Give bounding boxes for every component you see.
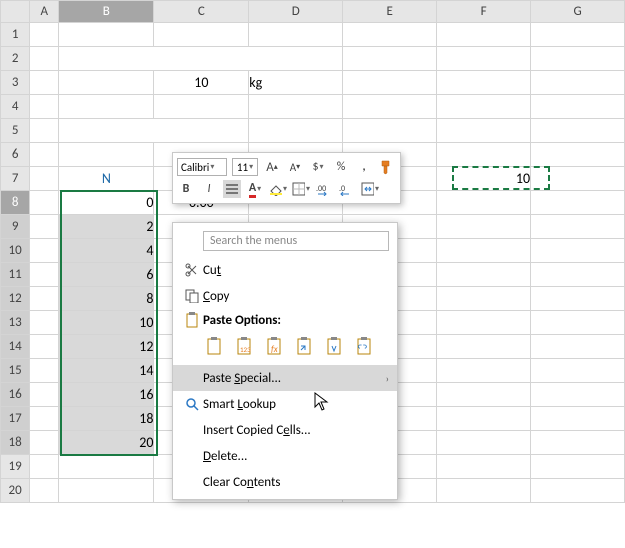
cell-B12[interactable]: 8 xyxy=(59,287,154,311)
font-color-button[interactable]: A▾ xyxy=(246,180,264,198)
cell-B18[interactable]: 20 xyxy=(59,431,154,455)
font-size-selector[interactable]: 11▾ xyxy=(232,158,258,176)
submenu-arrow-icon: › xyxy=(386,372,389,385)
col-header-E[interactable]: E xyxy=(343,1,437,23)
fill-color-button[interactable]: ▾ xyxy=(269,180,287,198)
context-menu: Search the menus Cut Copy Paste Options:… xyxy=(172,222,398,500)
row-header-15[interactable]: 15 xyxy=(1,359,30,383)
row-header-18[interactable]: 18 xyxy=(1,431,30,455)
fill-icon xyxy=(269,182,282,196)
cell-B15[interactable]: 14 xyxy=(59,359,154,383)
col-header-C[interactable]: C xyxy=(154,1,249,23)
cell-B16[interactable]: 16 xyxy=(59,383,154,407)
paste-link-button[interactable] xyxy=(353,333,377,359)
copy-icon xyxy=(181,289,203,303)
borders-icon xyxy=(292,182,305,196)
svg-text:123: 123 xyxy=(240,345,251,354)
inputs-title[interactable]: Inputs xyxy=(59,47,343,71)
delete-menu-item[interactable]: Delete... xyxy=(173,443,397,469)
paste-values-button[interactable]: 123 xyxy=(233,333,257,359)
brush-icon xyxy=(379,159,395,175)
merge-icon xyxy=(361,182,374,196)
row-header-6[interactable]: 6 xyxy=(1,143,30,167)
row-header-3[interactable]: 3 xyxy=(1,71,30,95)
cell-B8[interactable]: 0 xyxy=(59,191,154,215)
decrease-font-button[interactable]: A▾ xyxy=(286,158,304,176)
format-painter-button[interactable] xyxy=(378,158,396,176)
inc-decimal-icon: .00 xyxy=(316,182,332,196)
increase-font-button[interactable]: A▴ xyxy=(263,158,281,176)
menu-search-input[interactable]: Search the menus xyxy=(203,231,389,251)
copy-menu-item[interactable]: Copy xyxy=(173,283,397,309)
cell-B10[interactable]: 4 xyxy=(59,239,154,263)
select-all-corner[interactable] xyxy=(1,1,30,23)
col-header-B[interactable]: B xyxy=(59,1,154,23)
col-header-F[interactable]: F xyxy=(437,1,531,23)
row-header-1[interactable]: 1 xyxy=(1,23,30,47)
percent-format-button[interactable]: % xyxy=(332,158,350,176)
cell-B14[interactable]: 12 xyxy=(59,335,154,359)
bold-button[interactable]: B xyxy=(177,180,195,198)
paste-special-menu-item[interactable]: Paste Special... › xyxy=(173,365,397,391)
row-header-16[interactable]: 16 xyxy=(1,383,30,407)
clear-contents-menu-item[interactable]: Clear Contents xyxy=(173,469,397,495)
row-header-9[interactable]: 9 xyxy=(1,215,30,239)
row-header-12[interactable]: 12 xyxy=(1,287,30,311)
svg-text:fx: fx xyxy=(271,344,278,355)
row-header-20[interactable]: 20 xyxy=(1,479,30,503)
paste-formatting-button[interactable] xyxy=(323,333,347,359)
paste-all-button[interactable] xyxy=(203,333,227,359)
cell-B17[interactable]: 18 xyxy=(59,407,154,431)
insert-copied-menu-item[interactable]: Insert Copied Cells... xyxy=(173,417,397,443)
row-header-10[interactable]: 10 xyxy=(1,239,30,263)
row-header-13[interactable]: 13 xyxy=(1,311,30,335)
mass-value[interactable]: 10 xyxy=(154,71,249,95)
scissors-icon xyxy=(181,263,203,277)
borders-button[interactable]: ▾ xyxy=(292,180,310,198)
row-header-2[interactable]: 2 xyxy=(1,47,30,71)
mini-toolbar: Calibri▾ 11▾ A▴ A▾ $▾ % , B I A▾ ▾ ▾ .00… xyxy=(172,152,401,204)
col-header-D[interactable]: D xyxy=(249,1,343,23)
col-header-G[interactable]: G xyxy=(531,1,625,23)
col-header-A[interactable]: A xyxy=(30,1,59,23)
align-button[interactable] xyxy=(223,180,241,198)
row-header-7[interactable]: 7 xyxy=(1,167,30,191)
decrease-decimal-button[interactable]: .0 xyxy=(338,180,356,198)
accounting-format-button[interactable]: $▾ xyxy=(309,158,327,176)
smart-lookup-menu-item[interactable]: Smart Lookup xyxy=(173,391,397,417)
increase-decimal-button[interactable]: .00 xyxy=(315,180,333,198)
paste-options-row: 123 fx xyxy=(173,331,397,365)
cell-B11[interactable]: 6 xyxy=(59,263,154,287)
row-header-8[interactable]: 8 xyxy=(1,191,30,215)
mass-label[interactable]: Mass: xyxy=(59,71,154,95)
row-header-4[interactable]: 4 xyxy=(1,95,30,119)
mass-unit[interactable]: kg xyxy=(249,71,343,95)
row-header-19[interactable]: 19 xyxy=(1,455,30,479)
paste-options-label: Paste Options: xyxy=(173,309,397,331)
paste-transpose-button[interactable] xyxy=(293,333,317,359)
paste-formulas-button[interactable]: fx xyxy=(263,333,287,359)
search-icon xyxy=(181,397,203,411)
merge-button[interactable]: ▾ xyxy=(361,180,379,198)
row-header-5[interactable]: 5 xyxy=(1,119,30,143)
force-label[interactable]: Force xyxy=(59,143,154,167)
dec-decimal-icon: .0 xyxy=(339,182,355,196)
calc-title[interactable]: Calculations xyxy=(59,119,249,143)
cell-B9[interactable]: 2 xyxy=(59,215,154,239)
italic-button[interactable]: I xyxy=(200,180,218,198)
row-header-14[interactable]: 14 xyxy=(1,335,30,359)
font-selector[interactable]: Calibri▾ xyxy=(177,158,227,176)
clipboard-icon xyxy=(181,312,203,328)
cell-F7[interactable]: 10 xyxy=(437,167,531,191)
force-unit[interactable]: N xyxy=(59,167,154,191)
cut-menu-item[interactable]: Cut xyxy=(173,257,397,283)
align-icon xyxy=(225,182,239,196)
row-header-17[interactable]: 17 xyxy=(1,407,30,431)
row-header-11[interactable]: 11 xyxy=(1,263,30,287)
cell-B13[interactable]: 10 xyxy=(59,311,154,335)
comma-format-button[interactable]: , xyxy=(355,158,373,176)
